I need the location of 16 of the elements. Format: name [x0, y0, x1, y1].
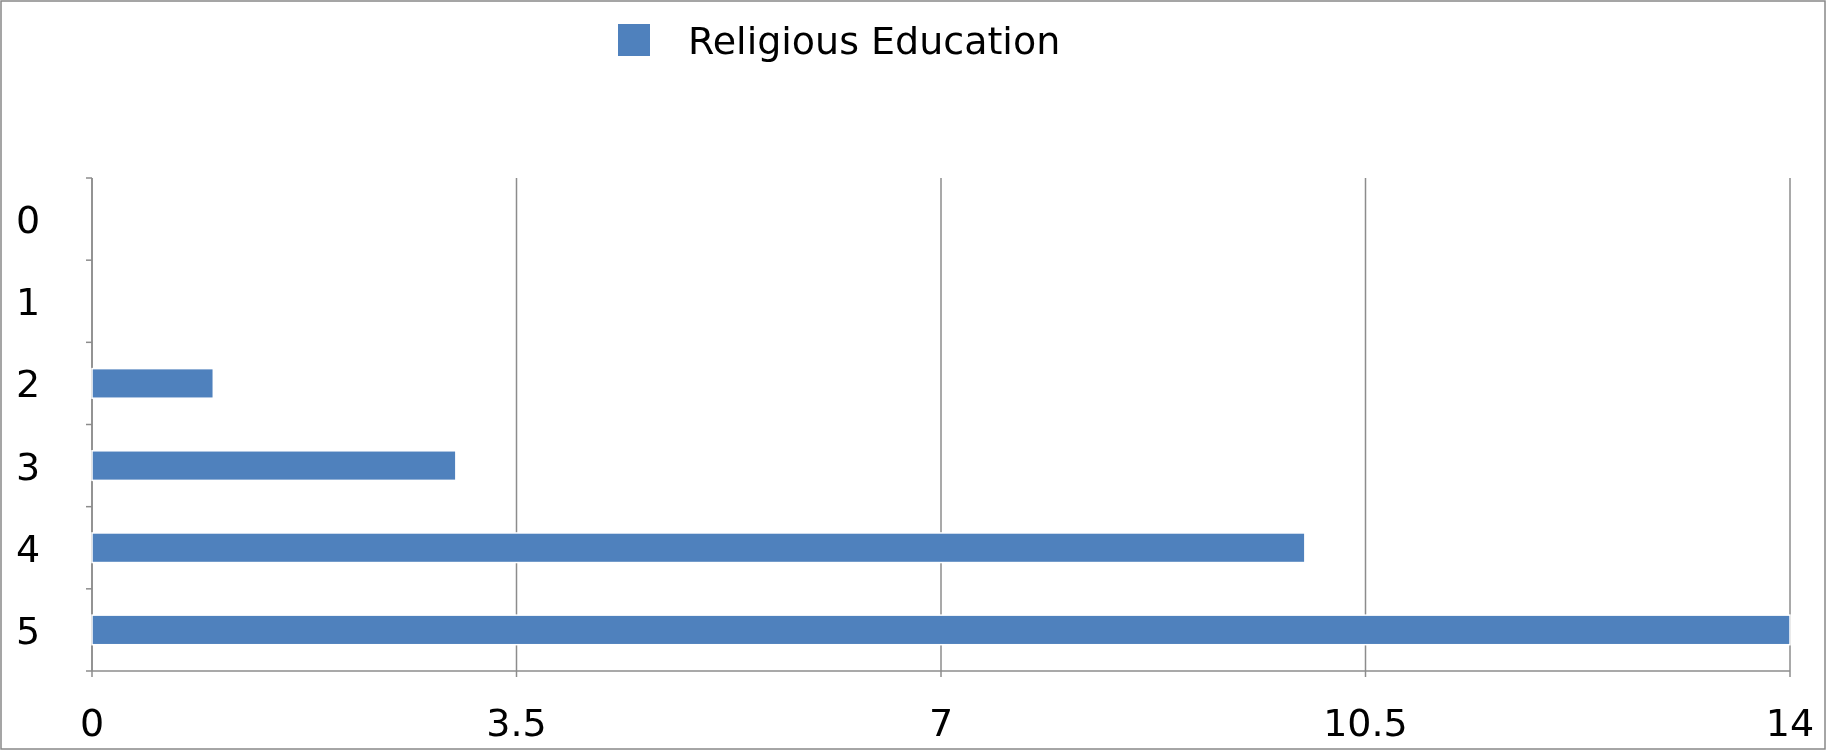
- bar: [91, 614, 1791, 646]
- y-tick-label: 3: [16, 444, 41, 489]
- bar: [91, 367, 215, 399]
- x-tick-label: 3.5: [486, 701, 547, 745]
- bar: [91, 450, 457, 482]
- x-tick-label: 14: [1765, 701, 1815, 745]
- y-tick-label: 1: [16, 280, 41, 325]
- y-tick-label: 4: [16, 526, 41, 571]
- x-tick-label: 0: [79, 701, 105, 745]
- x-tick-label: 7: [928, 701, 954, 745]
- bar: [91, 532, 1306, 564]
- y-tick-label: 5: [16, 608, 41, 653]
- legend-label: Religious Education: [688, 19, 1061, 63]
- x-tick-label: 10.5: [1323, 701, 1408, 745]
- y-tick-label: 2: [16, 362, 41, 407]
- y-tick-label: 0: [16, 198, 41, 243]
